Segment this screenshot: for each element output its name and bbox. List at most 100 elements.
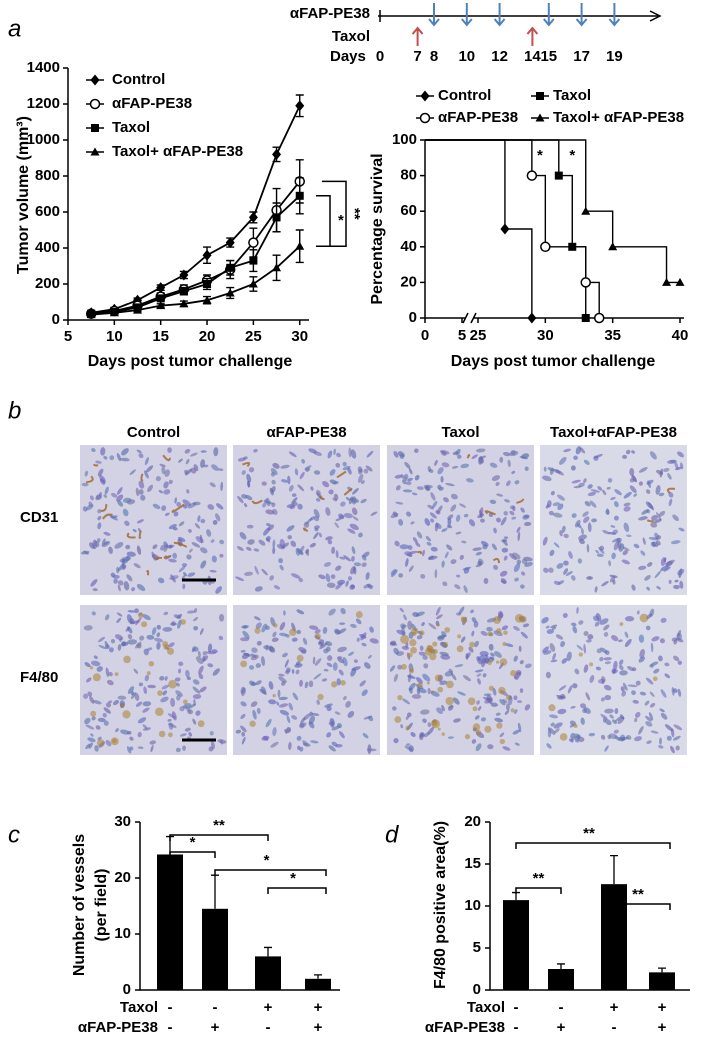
treatment-sign: - [168, 1019, 173, 1036]
nucleus [474, 669, 484, 673]
nucleus [144, 470, 149, 479]
nucleus [209, 569, 217, 573]
nucleus [138, 682, 144, 687]
nucleus [362, 551, 370, 558]
nucleus [632, 699, 639, 704]
legend-label: Taxol [553, 87, 591, 104]
nucleus [663, 566, 671, 572]
nucleus [240, 725, 247, 733]
nucleus [209, 731, 214, 736]
nucleus [670, 745, 675, 754]
nucleus [638, 634, 645, 643]
nucleus [673, 639, 678, 645]
nucleus [329, 468, 336, 476]
nucleus [587, 576, 594, 580]
nucleus [550, 624, 558, 629]
nucleus [552, 512, 563, 518]
legend-marker [419, 112, 431, 124]
nucleus [365, 465, 373, 472]
marker [248, 237, 259, 248]
nucleus [422, 549, 425, 557]
nucleus [568, 738, 574, 743]
nucleus [92, 700, 102, 705]
nucleus [638, 481, 643, 486]
nucleus [617, 737, 626, 741]
nucleus [176, 613, 183, 619]
nucleus [583, 516, 590, 523]
significance-bracket [515, 887, 562, 894]
nucleus [325, 573, 331, 583]
nucleus [272, 547, 276, 555]
nucleus [241, 624, 249, 629]
nucleus [110, 638, 116, 644]
nucleus [655, 485, 661, 495]
timeline-tick-label: 7 [413, 48, 421, 65]
nucleus [125, 544, 131, 550]
panel-label: c [8, 821, 20, 848]
nucleus [548, 567, 554, 573]
nucleus [146, 634, 155, 640]
nucleus [659, 638, 665, 644]
nucleus [282, 652, 288, 658]
nucleus [557, 708, 567, 715]
nucleus [459, 503, 467, 508]
nucleus [330, 720, 336, 726]
nucleus [299, 545, 305, 553]
nucleus [557, 503, 564, 511]
nucleus [337, 656, 343, 659]
nucleus [363, 583, 371, 589]
nucleus [115, 728, 119, 733]
nucleus [446, 544, 453, 551]
nucleus [574, 668, 580, 675]
nucleus [271, 637, 279, 642]
y-axis-title: Tumor volume (mm³) [15, 116, 32, 274]
nucleus [314, 629, 321, 634]
nucleus [599, 618, 609, 625]
nucleus [176, 501, 182, 507]
stain [434, 674, 442, 682]
nucleus [152, 503, 161, 510]
nucleus [286, 525, 295, 532]
nucleus [130, 692, 136, 700]
nucleus [568, 551, 573, 559]
nucleus [132, 529, 137, 533]
nucleus [367, 654, 372, 659]
nucleus [309, 516, 315, 521]
nucleus [159, 463, 166, 468]
nucleus [651, 515, 658, 521]
nucleus [668, 579, 672, 584]
stain [445, 696, 454, 706]
nucleus [350, 449, 357, 459]
nucleus [215, 586, 223, 594]
marker [109, 308, 119, 317]
nucleus [642, 537, 646, 545]
nucleus [178, 521, 185, 527]
micrograph [387, 605, 534, 755]
nucleus [291, 715, 298, 720]
nucleus [499, 456, 504, 463]
stain [120, 703, 125, 709]
nucleus [471, 739, 477, 744]
nucleus [580, 527, 584, 535]
nucleus [559, 530, 563, 537]
stain [289, 628, 297, 636]
nucleus [335, 582, 343, 590]
stain [90, 710, 97, 717]
nucleus [280, 479, 289, 483]
nucleus [163, 544, 169, 552]
nucleus [631, 474, 637, 483]
nucleus [613, 660, 618, 671]
nucleus [345, 580, 349, 587]
nucleus [666, 735, 672, 741]
nucleus [629, 467, 635, 477]
stain [158, 730, 166, 738]
nucleus [673, 724, 683, 731]
nucleus [608, 560, 612, 567]
bar [305, 978, 331, 990]
nucleus [366, 748, 377, 752]
nucleus [645, 721, 653, 727]
nucleus [550, 659, 558, 663]
marker [133, 305, 143, 314]
nucleus [200, 518, 206, 524]
column-label: Control [127, 424, 180, 441]
